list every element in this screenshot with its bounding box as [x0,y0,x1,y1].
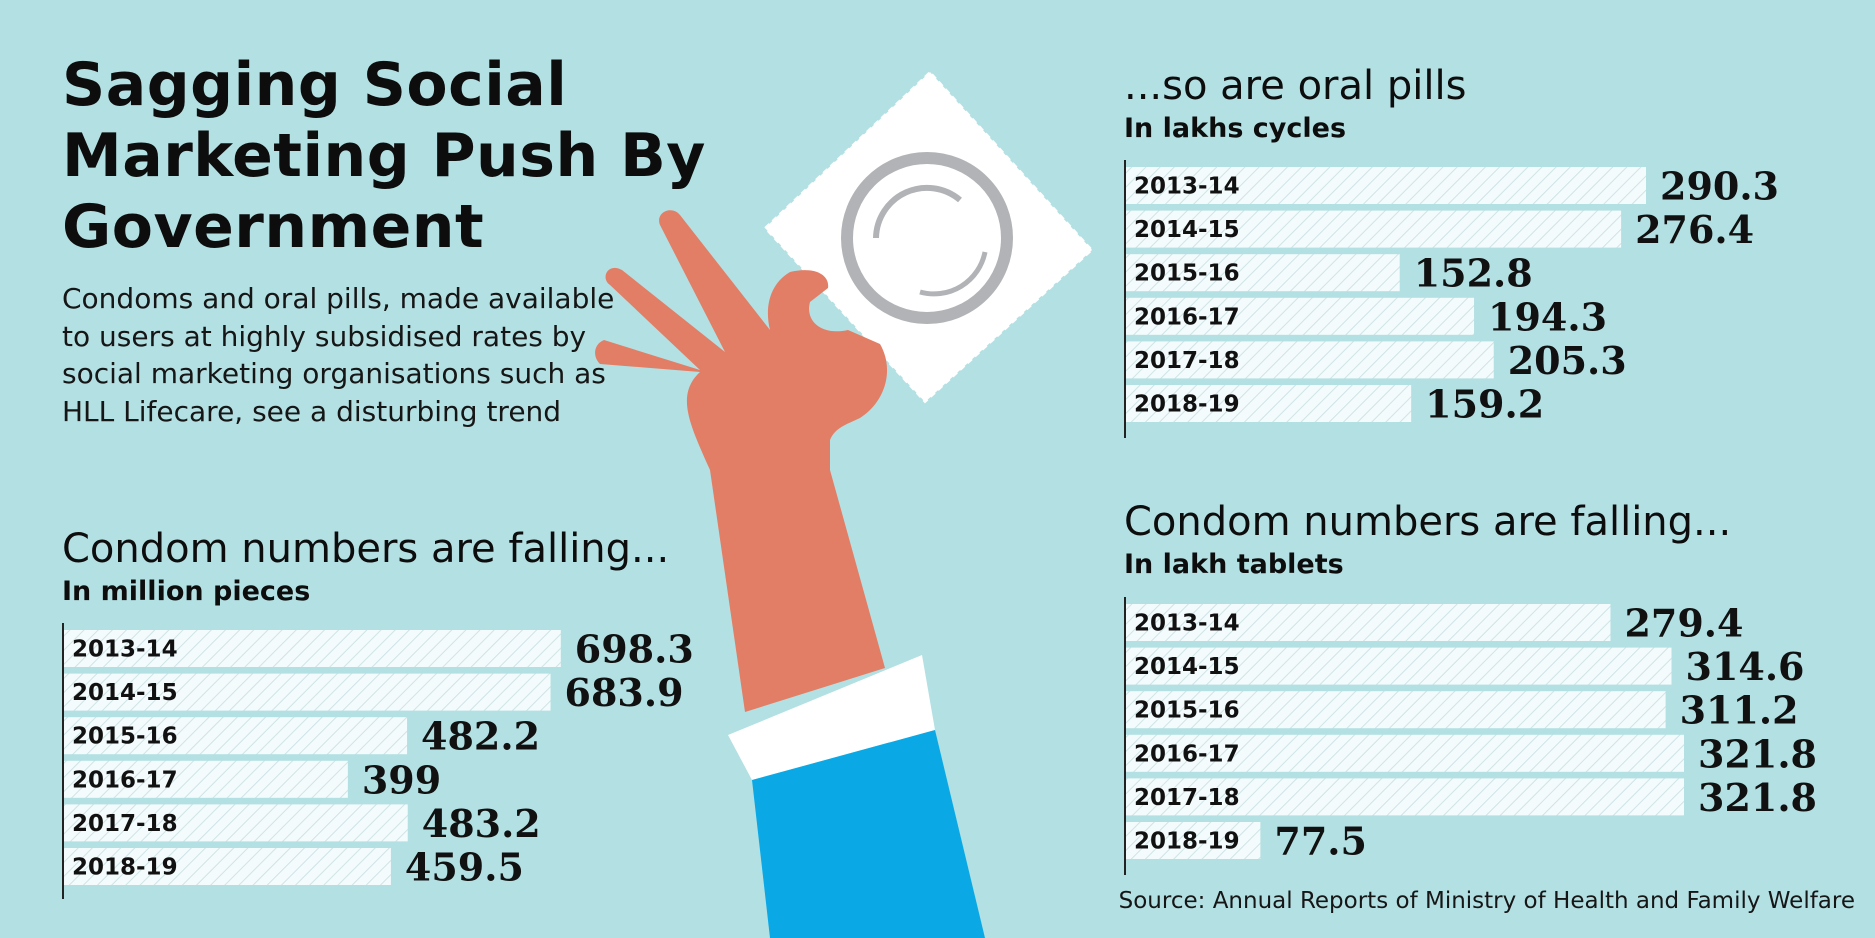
bar-2015-16 [1126,254,1400,292]
category-label: 2017-18 [72,811,178,837]
hand-icon [595,210,985,938]
category-label: 2014-15 [1134,654,1240,680]
category-label: 2015-16 [72,724,178,750]
value-label: 152.8 [1414,251,1533,296]
bar-2016-17 [64,760,348,798]
category-label: 2016-17 [1134,741,1240,767]
bar-2013-14 [64,630,561,667]
value-label: 683.9 [565,670,684,715]
value-label: 159.2 [1425,382,1544,427]
headline: Sagging Social Marketing Push By Governm… [62,50,706,262]
category-label: 2017-18 [1134,348,1240,374]
value-label: 205.3 [1508,338,1627,383]
category-label: 2018-19 [1134,392,1240,418]
bar-2016-17 [1126,734,1684,772]
value-label: 77.5 [1274,819,1367,864]
bar-2018-19 [1126,822,1261,859]
bar-2013-14 [1126,167,1646,204]
chart-1-condoms-million-pieces: 2013-14 698.3 2014-15 683.9 2015-16 482.2 2016… [62,623,694,899]
value-label: 279.4 [1624,601,1743,646]
category-label: 2018-19 [72,855,178,881]
bar-2016-17 [1126,297,1475,335]
chart-2-title: ...so are oral pills [1124,63,1467,109]
category-label: 2015-16 [1134,261,1240,287]
category-label: 2014-15 [1134,217,1240,243]
value-label: 482.2 [421,714,540,759]
chart-3-lakh-tablets: 2013-14 279.4 2014-15 314.6 2015-16 311.2 2016… [1124,597,1817,875]
value-label: 194.3 [1488,294,1607,339]
bar-2014-15 [1126,210,1622,248]
chart-1-title: Condom numbers are falling... [62,526,670,572]
condom-packet-icon [763,70,1094,404]
bar-2015-16 [64,717,408,755]
category-label: 2013-14 [1134,611,1240,637]
value-label: 321.8 [1698,775,1817,820]
bar-2017-18 [64,804,408,842]
value-label: 290.3 [1660,164,1779,209]
category-label: 2013-14 [72,637,178,663]
category-label: 2015-16 [1134,698,1240,724]
chart-1-unit: In million pieces [62,576,311,607]
chart-3-title: Condom numbers are falling... [1124,499,1732,545]
category-label: 2014-15 [72,680,178,706]
value-label: 698.3 [575,627,694,672]
category-label: 2016-17 [1134,304,1240,330]
bar-2015-16 [1126,691,1666,729]
chart-2-unit: In lakhs cycles [1124,113,1347,144]
value-label: 321.8 [1698,731,1817,776]
category-label: 2013-14 [1134,174,1240,200]
value-label: 314.6 [1686,644,1805,689]
bar-2017-18 [1126,341,1494,379]
category-label: 2018-19 [1134,829,1240,855]
chart-3-unit: In lakh tablets [1124,549,1344,580]
value-label: 276.4 [1635,207,1754,252]
value-label: 311.2 [1680,688,1799,733]
source-note: Source: Annual Reports of Ministry of He… [1118,888,1855,914]
bar-2014-15 [64,673,551,711]
bar-2014-15 [1126,647,1672,685]
intro-text: Condoms and oral pills, made available t… [62,282,615,428]
value-label: 399 [362,757,441,802]
value-label: 459.5 [405,845,524,890]
value-label: 483.2 [422,801,541,846]
category-label: 2017-18 [1134,785,1240,811]
bar-2018-19 [64,848,391,885]
bar-2018-19 [1126,385,1412,422]
chart-2-oral-pills-lakhs-cycles: 2013-14 290.3 2014-15 276.4 2015-16 152.8 2016… [1124,160,1779,438]
bar-2017-18 [1126,778,1684,816]
category-label: 2016-17 [72,767,178,793]
bar-2013-14 [1126,604,1611,641]
